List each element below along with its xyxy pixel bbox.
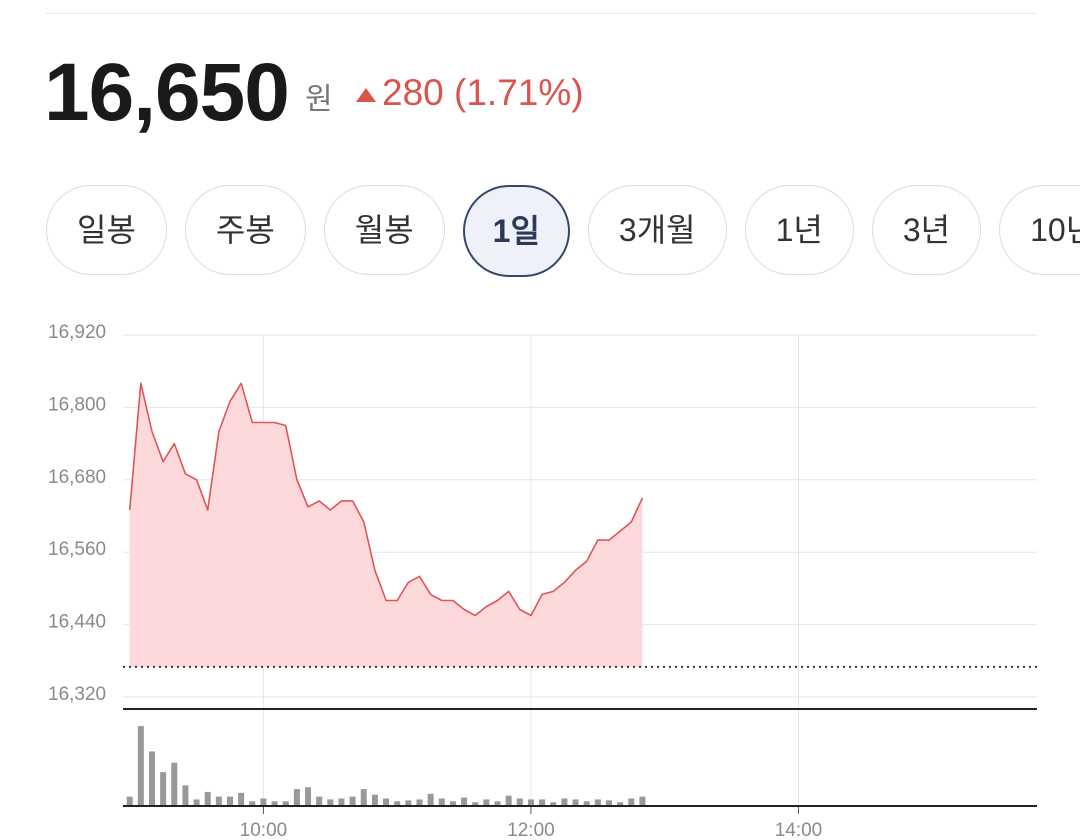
price-line	[128, 382, 644, 617]
volume-bar	[483, 799, 490, 806]
volume-bar	[505, 795, 512, 806]
x-tick-label: 10:00	[240, 820, 288, 840]
volume-bar	[594, 799, 601, 806]
volume-bar	[516, 798, 523, 806]
volume-bar	[271, 801, 278, 806]
y-tick-label: 16,800	[48, 394, 106, 415]
volume-bar	[238, 792, 245, 806]
volume-bar	[527, 799, 534, 806]
volume-bar	[148, 751, 155, 806]
period-tab[interactable]: 월봉	[323, 185, 445, 275]
volume-bar	[461, 797, 468, 806]
volume-bar	[472, 802, 479, 806]
volume-bar	[416, 799, 423, 806]
volume-bar	[561, 798, 568, 806]
period-tab[interactable]: 3년	[871, 185, 982, 275]
y-tick-label: 16,320	[48, 684, 106, 705]
volume-bar	[438, 798, 445, 806]
volume-bar	[215, 796, 222, 806]
price-unit: 원	[305, 83, 333, 116]
volume-bar	[383, 798, 390, 806]
volume-bar	[494, 801, 501, 806]
volume-bar	[583, 801, 590, 806]
volume-bar	[539, 799, 546, 806]
volume-bar	[394, 801, 401, 806]
volume-bar	[605, 800, 612, 806]
period-tab[interactable]: 주봉	[184, 185, 306, 275]
period-tab[interactable]: 1년	[744, 185, 854, 275]
up-arrow	[356, 88, 376, 102]
volume-bar	[193, 799, 200, 806]
volume-bar	[371, 794, 378, 806]
period-tab[interactable]: 일봉	[46, 185, 167, 275]
period-tab[interactable]: 10년	[999, 185, 1080, 275]
volume-bar	[305, 787, 312, 806]
current-price: 16,650	[44, 47, 290, 138]
volume-bar	[360, 789, 367, 806]
volume-bar	[249, 801, 256, 806]
volume-bar	[282, 801, 289, 806]
x-tick-label: 12:00	[507, 820, 555, 840]
volume-bar	[550, 802, 557, 806]
volume-bar	[293, 789, 300, 806]
volume-bar	[427, 793, 434, 806]
y-tick-label: 16,680	[48, 467, 106, 488]
volume-bar	[160, 772, 167, 806]
price-change: 280 (1.71%)	[382, 72, 584, 113]
volume-bar	[338, 798, 345, 806]
period-tabs: 일봉주봉월봉1일3개월1년3년10년	[46, 185, 1080, 277]
volume-bar	[171, 762, 178, 806]
volume-bar	[327, 799, 334, 806]
y-tick-label: 16,440	[48, 612, 106, 633]
period-tab[interactable]: 1일	[462, 185, 570, 277]
y-tick-label: 16,920	[48, 322, 106, 343]
x-tick-label: 14:00	[775, 820, 823, 840]
volume-bar	[405, 800, 412, 806]
volume-bar	[227, 796, 234, 806]
volume-bar	[349, 796, 356, 806]
volume-bar	[182, 785, 189, 806]
volume-bar	[204, 791, 211, 806]
volume-bar	[639, 796, 646, 806]
y-tick-label: 16,560	[48, 539, 106, 560]
price-area	[129, 383, 643, 667]
volume-bar	[260, 798, 267, 806]
period-tab[interactable]: 3개월	[587, 185, 727, 275]
volume-bar	[628, 798, 635, 806]
volume-bar	[572, 799, 579, 806]
volume-bar	[316, 796, 323, 806]
divider	[46, 13, 1037, 14]
volume-bar	[617, 802, 624, 806]
volume-bar	[126, 796, 133, 806]
volume-bar	[137, 726, 144, 806]
volume-bar	[449, 801, 456, 806]
